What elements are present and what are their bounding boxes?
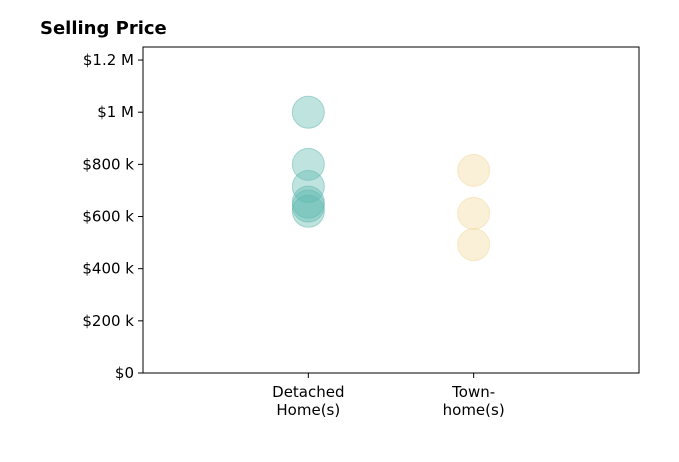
point <box>291 95 325 129</box>
y-tick-label: $600 k <box>82 208 134 226</box>
y-tick-label: $1.2 M <box>83 51 134 69</box>
y-tick-label: $400 k <box>82 260 134 278</box>
x-tick-label: Detached Home(s) <box>272 383 344 419</box>
point <box>457 153 491 187</box>
y-tick-label: $200 k <box>82 312 134 330</box>
chart-title: Selling Price <box>40 18 167 39</box>
point <box>457 196 491 230</box>
point <box>291 194 325 228</box>
y-tick-label: $800 k <box>82 155 134 173</box>
y-tick-label: $0 <box>115 364 134 382</box>
point <box>291 189 325 223</box>
plot-frame <box>142 46 640 374</box>
point <box>457 228 491 262</box>
x-tick-label: Town-home(s) <box>443 383 505 419</box>
y-tick-label: $1 M <box>97 103 134 121</box>
